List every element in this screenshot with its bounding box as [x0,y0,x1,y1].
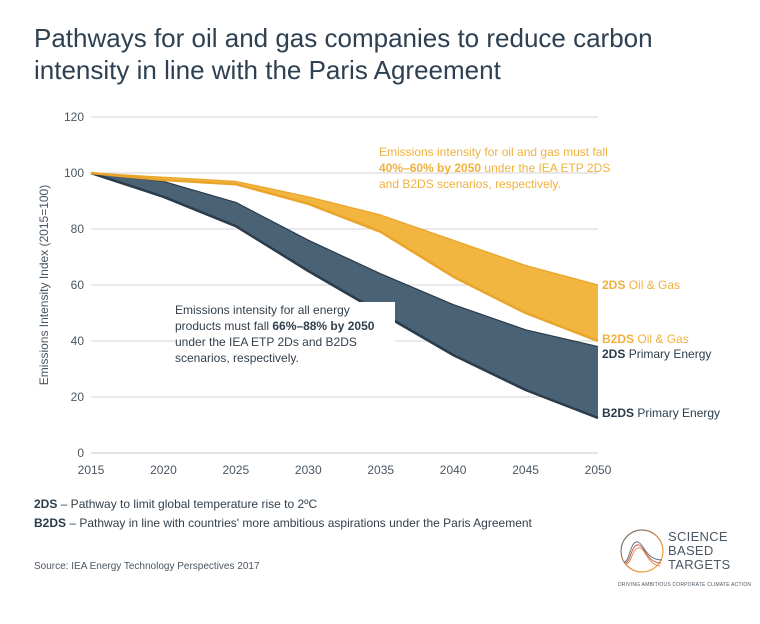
definition-text: – Pathway to limit global temperature ri… [57,497,318,511]
x-tick-label: 2030 [295,463,322,477]
definition-term: B2DS [34,516,67,530]
definition-2ds: 2DS – Pathway to limit global temperatur… [34,495,532,514]
series-line-b2ds-primary-energy [90,171,599,420]
band-oil-gas [91,173,598,341]
series-label-2ds-oil-gas: 2DS Oil & Gas [602,278,680,292]
x-tick-label: 2050 [585,463,612,477]
logo-line: SCIENCE [668,529,728,544]
annotation-oil-gas: Emissions intensity for oil and gas must… [379,144,619,192]
series-label-scenario: B2DS [602,406,635,420]
annotation-text: Emissions intensity for oil and gas must… [379,145,608,159]
series-label-text: Oil & Gas [637,332,689,346]
source-note: Source: IEA Energy Technology Perspectiv… [34,561,260,572]
y-tick-label: 0 [77,446,84,460]
series-label-scenario: 2DS [602,278,626,292]
logo-line: TARGETS [668,557,731,572]
series-line-2ds-oil-gas [90,172,599,286]
logo-tagline: DRIVING AMBITIOUS CORPORATE CLIMATE ACTI… [618,582,752,588]
logo-line: BASED [668,543,714,558]
annotation-text: under the IEA ETP 2DS and B2DS scenarios… [379,161,611,191]
x-tick-label: 2045 [512,463,539,477]
series-label-text: Oil & Gas [628,278,681,292]
series-label-text: Primary Energy [628,347,712,361]
y-axis-label: Emissions Intensity Index (2015=100) [37,185,51,385]
definition-b2ds: B2DS – Pathway in line with countries' m… [34,514,532,533]
science-based-targets-logo: SCIENCE BASED TARGETS DRIVING AMBITIOUS … [618,526,758,596]
x-tick-label: 2035 [367,463,394,477]
y-tick-label: 20 [71,390,85,404]
definitions: 2DS – Pathway to limit global temperatur… [34,495,532,533]
y-tick-label: 40 [71,334,85,348]
series-label-text: Primary Energy [637,406,721,420]
y-tick-labels: 0 20 40 60 80 100 120 [64,110,84,460]
series-label-b2ds-primary-energy: B2DS Primary Energy [602,406,720,420]
x-tick-label: 2015 [78,463,105,477]
y-tick-label: 80 [71,222,85,236]
chart-title: Pathways for oil and gas companies to re… [34,23,653,85]
x-tick-label: 2025 [223,463,250,477]
series-label-scenario: 2DS [602,347,626,361]
series-label-2ds-primary-energy: 2DS Primary Energy [602,347,711,361]
bands [90,171,599,420]
y-tick-label: 100 [64,166,84,180]
x-tick-labels: 2015 2020 2025 2030 2035 2040 2045 2050 [78,463,612,477]
y-tick-label: 60 [71,278,85,292]
y-tick-label: 120 [64,110,84,124]
annotation-text: Emissions intensity for all energy produ… [175,303,350,333]
x-tick-label: 2040 [440,463,467,477]
x-tick-label: 2020 [150,463,177,477]
definition-text: – Pathway in line with countries' more a… [66,516,532,530]
annotation-primary-energy: Emissions intensity for all energy produ… [175,302,395,366]
logo-wordmark: SCIENCE BASED TARGETS [668,530,731,572]
annotation-emphasis: 40%–60% by 2050 [379,161,482,175]
band-primary-energy [91,173,598,418]
annotation-text: under the IEA ETP 2Ds and B2DS scenarios… [175,335,357,365]
series-line-2ds-primary-energy [90,172,599,348]
definition-term: 2DS [34,497,58,511]
series-line-b2ds-oil-gas [90,171,599,343]
annotation-emphasis: 66%–88% by 2050 [272,319,375,333]
series-label-b2ds-oil-gas: B2DS Oil & Gas [602,332,689,346]
series-label-scenario: B2DS [602,332,635,346]
logo-mark-icon [620,529,664,573]
